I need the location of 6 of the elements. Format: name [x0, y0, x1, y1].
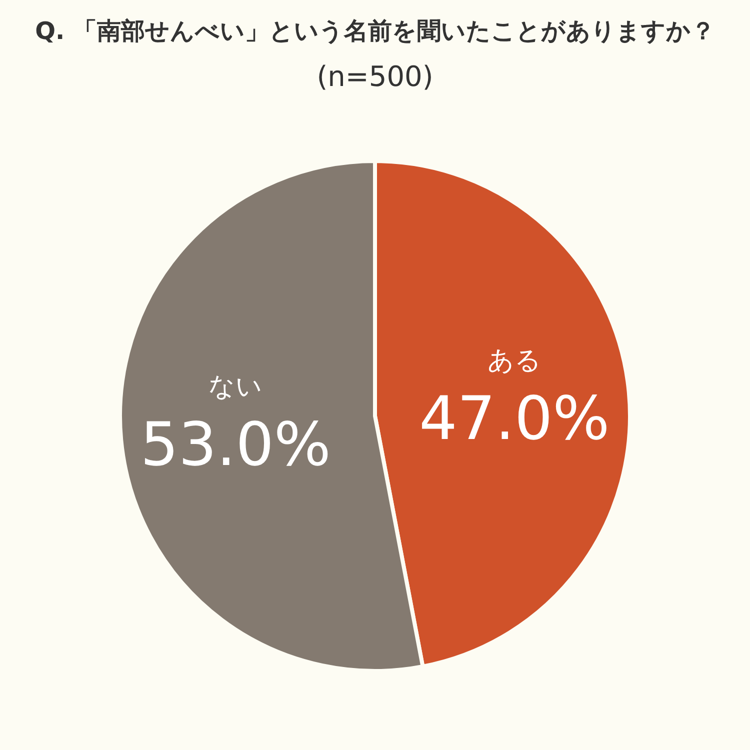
- slice-label: ある: [487, 346, 542, 376]
- slice-label: ない: [208, 372, 263, 402]
- data-label: 47.0%: [419, 384, 610, 454]
- chart-subtitle: (n=500): [316, 60, 434, 93]
- chart-title: Q. 「南部せんべい」という名前を聞いたことがありますか？: [35, 17, 715, 45]
- data-label: 53.0%: [140, 410, 331, 480]
